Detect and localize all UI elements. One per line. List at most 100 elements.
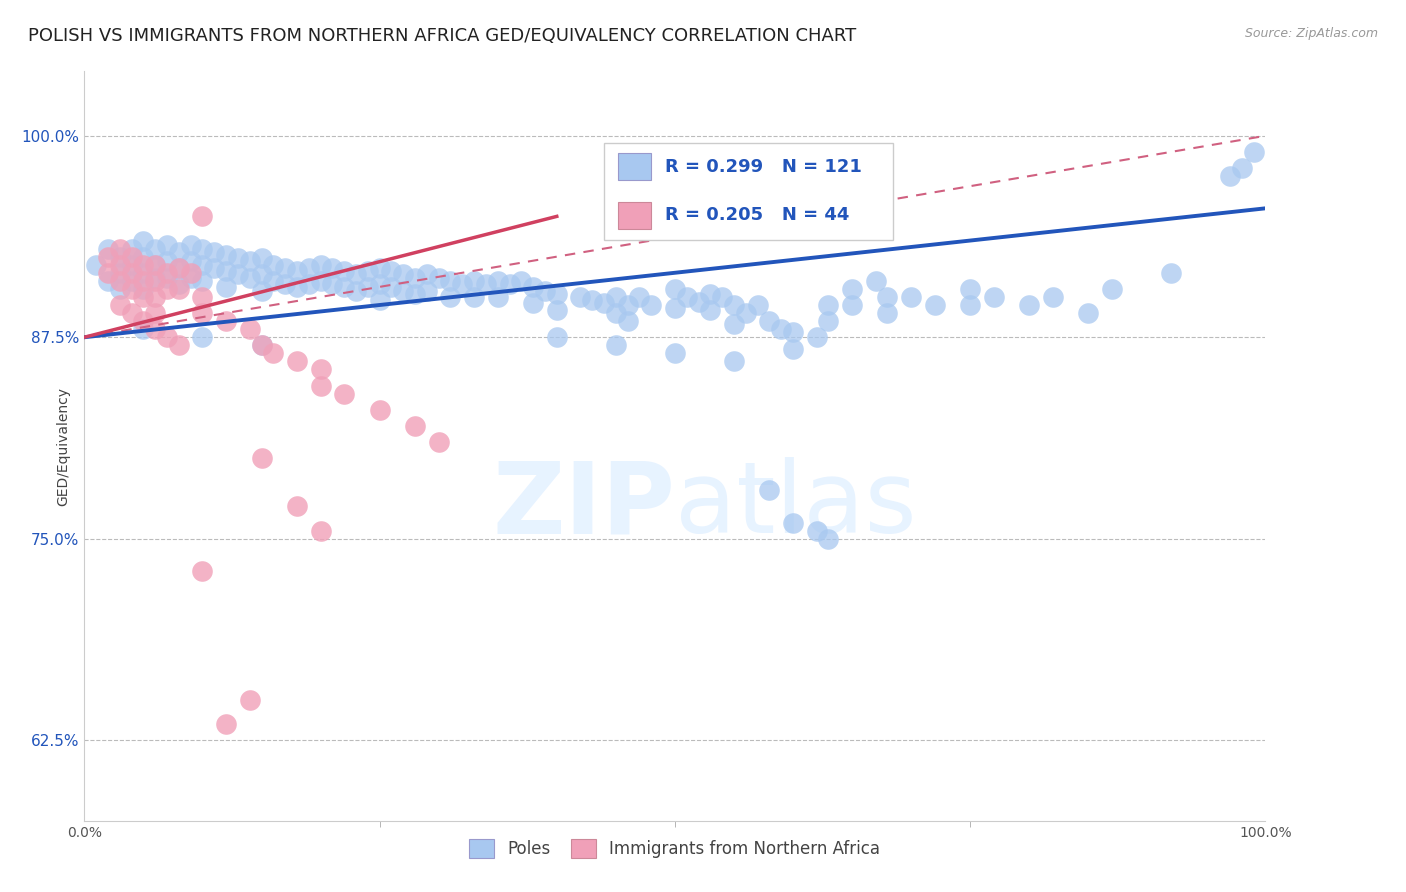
Point xyxy=(143,306,166,320)
Point xyxy=(876,290,898,304)
Point xyxy=(97,274,120,288)
Point xyxy=(285,354,308,368)
Point xyxy=(616,298,638,312)
Point xyxy=(758,483,780,498)
Point xyxy=(191,274,214,288)
Point xyxy=(309,258,332,272)
Point xyxy=(546,330,568,344)
Point xyxy=(546,302,568,317)
Point xyxy=(368,260,391,275)
Point xyxy=(97,250,120,264)
Point xyxy=(274,277,297,291)
Point xyxy=(546,286,568,301)
Point xyxy=(486,274,509,288)
Point xyxy=(180,238,202,252)
Point xyxy=(202,244,225,259)
Point xyxy=(1077,306,1099,320)
Point xyxy=(664,282,686,296)
Point xyxy=(167,282,190,296)
Point xyxy=(841,282,863,296)
Point xyxy=(121,258,143,272)
Point xyxy=(368,277,391,291)
Point xyxy=(215,264,238,278)
Point xyxy=(817,314,839,328)
Point xyxy=(121,282,143,296)
Point xyxy=(156,330,179,344)
Point xyxy=(285,264,308,278)
Point xyxy=(959,298,981,312)
Point xyxy=(817,532,839,546)
Point xyxy=(344,284,367,298)
Point xyxy=(475,277,498,291)
Point xyxy=(132,266,155,280)
Point xyxy=(132,234,155,248)
Point xyxy=(463,274,485,288)
Point xyxy=(723,354,745,368)
Point xyxy=(132,282,155,296)
Point xyxy=(321,277,343,291)
Point xyxy=(262,258,284,272)
Point xyxy=(108,298,131,312)
Point xyxy=(132,258,155,272)
Point xyxy=(605,306,627,320)
Point xyxy=(569,290,592,304)
Point xyxy=(121,274,143,288)
Point xyxy=(510,274,533,288)
Point xyxy=(1243,145,1265,159)
Point xyxy=(191,258,214,272)
Point xyxy=(156,282,179,296)
Point xyxy=(723,298,745,312)
Point xyxy=(108,282,131,296)
Point xyxy=(143,322,166,336)
Point xyxy=(191,242,214,256)
Point xyxy=(664,346,686,360)
Point xyxy=(191,564,214,578)
Point xyxy=(806,524,828,538)
Point xyxy=(711,290,734,304)
Point xyxy=(132,314,155,328)
Point xyxy=(770,322,793,336)
Point xyxy=(121,250,143,264)
Point xyxy=(226,268,249,282)
Point xyxy=(747,298,769,312)
Point xyxy=(239,254,262,268)
Point xyxy=(250,252,273,266)
Point xyxy=(180,270,202,285)
Point xyxy=(734,306,756,320)
Point xyxy=(664,301,686,316)
Text: R = 0.299   N = 121: R = 0.299 N = 121 xyxy=(665,158,862,176)
Point xyxy=(167,338,190,352)
Y-axis label: GED/Equivalency: GED/Equivalency xyxy=(56,386,70,506)
Point xyxy=(416,284,439,298)
Point xyxy=(699,302,721,317)
Point xyxy=(522,296,544,310)
Point xyxy=(143,258,166,272)
Point xyxy=(143,258,166,272)
Point xyxy=(132,274,155,288)
Point xyxy=(1219,169,1241,183)
Point xyxy=(84,258,107,272)
Point xyxy=(333,280,356,294)
Point xyxy=(180,266,202,280)
Point xyxy=(239,693,262,707)
Point xyxy=(498,277,520,291)
Point xyxy=(782,516,804,530)
Point xyxy=(274,260,297,275)
Point xyxy=(368,293,391,308)
Point xyxy=(285,280,308,294)
Point xyxy=(167,260,190,275)
Point xyxy=(309,274,332,288)
Point xyxy=(392,268,415,282)
Point xyxy=(605,338,627,352)
Point xyxy=(143,270,166,285)
Point xyxy=(876,306,898,320)
Point xyxy=(688,294,710,309)
Point xyxy=(404,418,426,433)
Text: POLISH VS IMMIGRANTS FROM NORTHERN AFRICA GED/EQUIVALENCY CORRELATION CHART: POLISH VS IMMIGRANTS FROM NORTHERN AFRIC… xyxy=(28,27,856,45)
Point xyxy=(439,274,461,288)
Point xyxy=(782,342,804,356)
Point xyxy=(357,280,380,294)
Point xyxy=(344,268,367,282)
Point xyxy=(380,264,402,278)
Point xyxy=(97,242,120,256)
